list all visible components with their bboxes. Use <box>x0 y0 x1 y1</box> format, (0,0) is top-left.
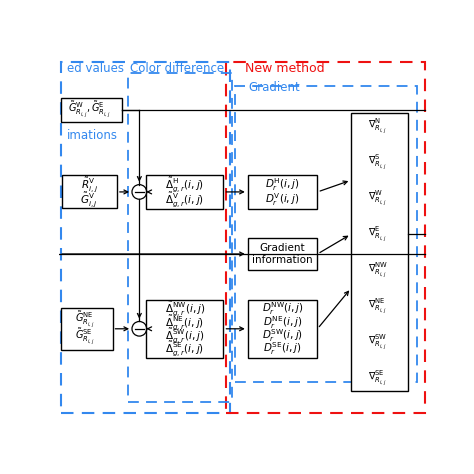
Text: $\tilde{G}_{R_{i,j}}^{\mathrm{SE}}$: $\tilde{G}_{R_{i,j}}^{\mathrm{SE}}$ <box>75 327 95 347</box>
Text: $\nabla_{R_{i,j}}^{\mathrm{E}}$: $\nabla_{R_{i,j}}^{\mathrm{E}}$ <box>368 225 387 244</box>
Text: $\tilde{\Delta}_{g,r}^{\mathrm{SW}}(i,j)$: $\tilde{\Delta}_{g,r}^{\mathrm{SW}}(i,j)… <box>165 326 205 345</box>
Text: information: information <box>252 255 313 265</box>
Text: $\nabla_{R_{i,j}}^{\mathrm{NW}}$: $\nabla_{R_{i,j}}^{\mathrm{NW}}$ <box>368 261 388 280</box>
Text: Gradient: Gradient <box>248 82 300 94</box>
Bar <box>128 73 232 402</box>
Text: $D_r^{\mathrm{SE}}(i,j)$: $D_r^{\mathrm{SE}}(i,j)$ <box>264 340 302 357</box>
Bar <box>227 63 425 413</box>
Bar <box>248 174 318 209</box>
Text: imations: imations <box>67 129 118 142</box>
Bar <box>146 174 223 209</box>
Text: $D_r^{\mathrm{H}}(i,j)$: $D_r^{\mathrm{H}}(i,j)$ <box>265 176 300 193</box>
Text: $\nabla_{R_{i,j}}^{\mathrm{W}}$: $\nabla_{R_{i,j}}^{\mathrm{W}}$ <box>368 189 387 208</box>
Text: $\tilde{R}_{i,j}^{\mathrm{V}}$: $\tilde{R}_{i,j}^{\mathrm{V}}$ <box>81 175 98 194</box>
Text: $\tilde{G}_{i,j}^{\mathrm{V}}$: $\tilde{G}_{i,j}^{\mathrm{V}}$ <box>81 191 98 209</box>
Text: $\nabla_{R_{i,j}}^{\mathrm{NE}}$: $\nabla_{R_{i,j}}^{\mathrm{NE}}$ <box>368 297 387 316</box>
Text: $\tilde{G}_{R_{i,j}}^{\mathrm{NE}}$: $\tilde{G}_{R_{i,j}}^{\mathrm{NE}}$ <box>75 310 95 330</box>
Bar <box>146 300 223 358</box>
Text: $\tilde{\Delta}_{g,r}^{\mathrm{NE}}(i,j)$: $\tilde{\Delta}_{g,r}^{\mathrm{NE}}(i,j)… <box>165 313 204 331</box>
Text: $\tilde{\Delta}_{g,r}^{\mathrm{SE}}(i,j)$: $\tilde{\Delta}_{g,r}^{\mathrm{SE}}(i,j)… <box>165 339 204 358</box>
Text: $\nabla_{R_{i,j}}^{\mathrm{S}}$: $\nabla_{R_{i,j}}^{\mathrm{S}}$ <box>368 153 387 172</box>
Text: $\tilde{\Delta}_{g,r}^{\mathrm{V}}(i,j)$: $\tilde{\Delta}_{g,r}^{\mathrm{V}}(i,j)$ <box>165 190 204 209</box>
Text: $\nabla_{R_{i,j}}^{\mathrm{SW}}$: $\nabla_{R_{i,j}}^{\mathrm{SW}}$ <box>368 333 387 352</box>
Bar <box>61 63 230 413</box>
Bar <box>351 113 408 391</box>
Text: $D_r^{\mathrm{NW}}(i,j)$: $D_r^{\mathrm{NW}}(i,j)$ <box>262 301 303 318</box>
Bar <box>61 98 122 122</box>
Text: $\tilde{\Delta}_{g,r}^{\mathrm{NW}}(i,j)$: $\tilde{\Delta}_{g,r}^{\mathrm{NW}}(i,j)… <box>164 300 205 319</box>
Bar <box>248 300 318 358</box>
Text: $D_r^{\mathrm{V}}(i,j)$: $D_r^{\mathrm{V}}(i,j)$ <box>265 191 300 208</box>
Bar <box>61 308 112 350</box>
Text: $\nabla_{R_{i,j}}^{\mathrm{SE}}$: $\nabla_{R_{i,j}}^{\mathrm{SE}}$ <box>368 368 387 388</box>
Text: $\tilde{\Delta}_{g,r}^{\mathrm{H}}(i,j)$: $\tilde{\Delta}_{g,r}^{\mathrm{H}}(i,j)$ <box>165 175 204 194</box>
Bar <box>248 237 318 270</box>
Text: $\nabla_{R_{i,j}}^{\mathrm{N}}$: $\nabla_{R_{i,j}}^{\mathrm{N}}$ <box>368 117 387 136</box>
Bar <box>62 175 117 209</box>
Text: Color difference: Color difference <box>130 62 224 75</box>
Text: $D_r^{\mathrm{SW}}(i,j)$: $D_r^{\mathrm{SW}}(i,j)$ <box>262 327 303 344</box>
Text: $D_r^{\mathrm{NE}}(i,j)$: $D_r^{\mathrm{NE}}(i,j)$ <box>263 314 302 331</box>
Text: New method: New method <box>245 62 324 75</box>
Text: $\tilde{G}_{R_{i,j}}^{\mathrm{W}},\tilde{G}_{R_{i,j}}^{\mathrm{E}}$: $\tilde{G}_{R_{i,j}}^{\mathrm{W}},\tilde… <box>68 100 111 120</box>
Text: ed values: ed values <box>67 62 124 75</box>
Bar <box>235 86 418 382</box>
Text: Gradient: Gradient <box>260 244 305 254</box>
